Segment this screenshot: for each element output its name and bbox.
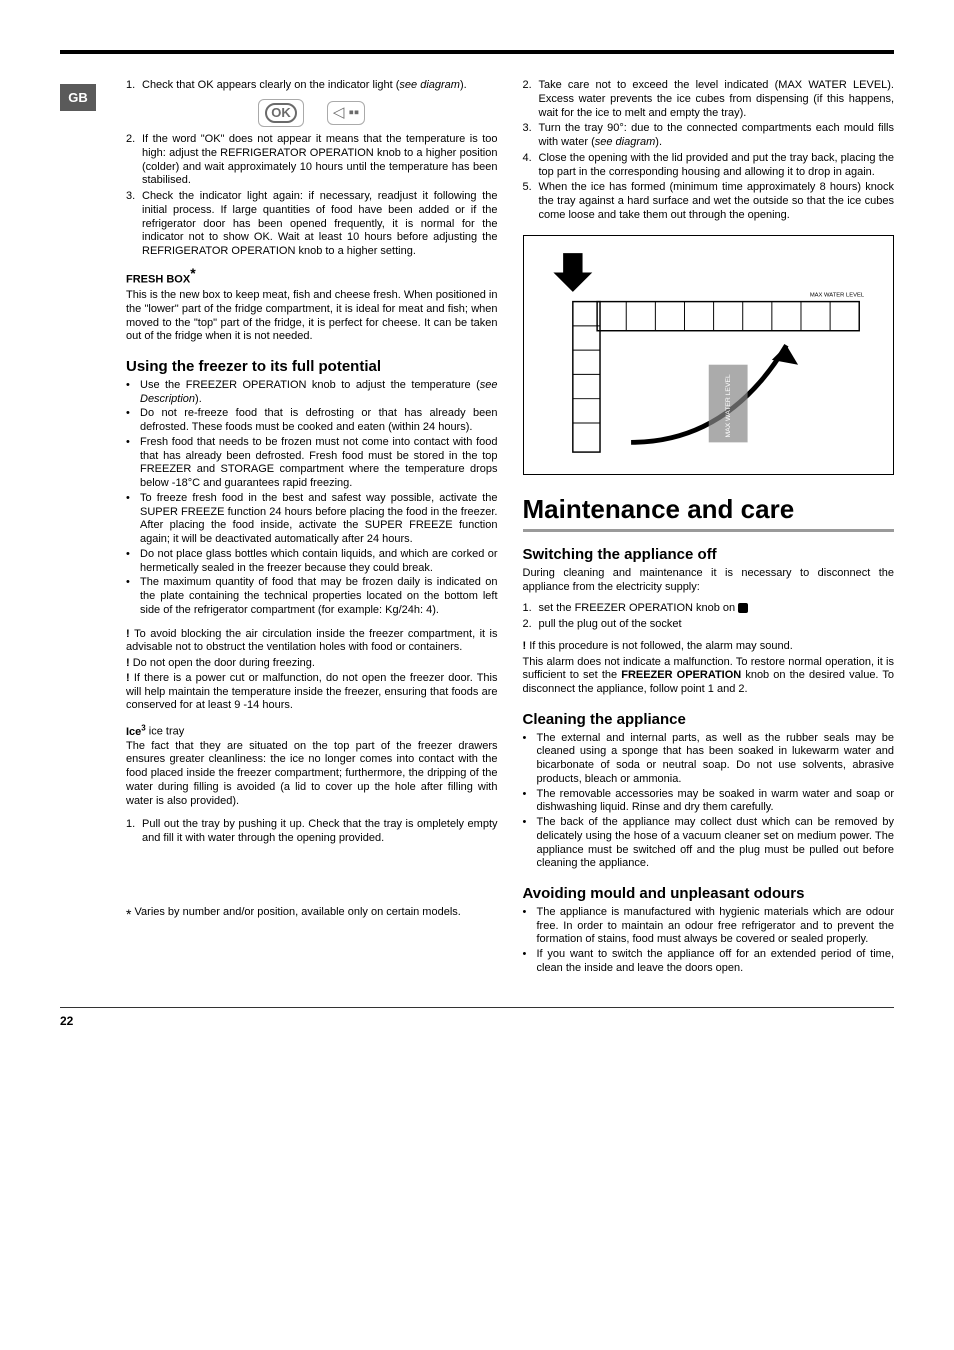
list-item: 1. Check that OK appears clearly on the … (126, 79, 498, 93)
item-number: 4. (523, 152, 539, 180)
page-number: 22 (60, 1007, 894, 1028)
item-number: 5. (523, 181, 539, 222)
right-column: 2. Take care not to exceed the level ind… (523, 79, 895, 977)
freshbox-heading: FRESH BOX* (126, 273, 498, 287)
item-text: Take care not to exceed the level indica… (539, 79, 895, 120)
ok-indicator-diagram: OK ◁ ▪▪ (126, 99, 498, 127)
item-text: Pull out the tray by pushing it up. Chec… (142, 818, 498, 846)
list-item: •If you want to switch the appliance off… (523, 948, 895, 976)
item-number: 2. (126, 133, 142, 188)
switch-off-heading: Switching the appliance off (523, 546, 895, 565)
item-text: Turn the tray 90°: due to the connected … (539, 122, 895, 150)
freezer-heading: Using the freezer to its full potential (126, 358, 498, 377)
list-item: 1. Pull out the tray by pushing it up. C… (126, 818, 498, 846)
list-item: •Do not re-freeze food that is defrostin… (126, 407, 498, 435)
list-item: •The maximum quantity of food that may b… (126, 576, 498, 617)
item-text: If the word "OK" does not appear it mean… (142, 133, 498, 188)
list-item: • Use the FREEZER OPERATION knob to adju… (126, 379, 498, 407)
item-number: 3. (523, 122, 539, 150)
item-number: 2. (523, 618, 539, 632)
list-item: 4. Close the opening with the lid provid… (523, 152, 895, 180)
svg-text:MAX WATER LEVEL: MAX WATER LEVEL (809, 292, 864, 298)
list-item: •Fresh food that needs to be frozen must… (126, 436, 498, 491)
switch-off-body: During cleaning and maintenance it is ne… (523, 567, 895, 595)
stop-icon (738, 603, 748, 613)
ice-tray-diagram: MAX WATER LEVEL MAX WATER LEVEL (523, 235, 895, 475)
item-number: 2. (523, 79, 539, 120)
maintenance-title: Maintenance and care (523, 493, 895, 526)
item-number: 3. (126, 190, 142, 259)
list-item: 2. Take care not to exceed the level ind… (523, 79, 895, 120)
item-number: 1. (126, 79, 142, 93)
clean-heading: Cleaning the appliance (523, 711, 895, 730)
ice-body: The fact that they are situated on the t… (126, 740, 498, 809)
warning-2: ! Do not open the door during freezing. (126, 657, 498, 671)
list-item: 3. Check the indicator light again: if n… (126, 190, 498, 259)
list-item: 1. set the FREEZER OPERATION knob on (523, 602, 895, 616)
mould-heading: Avoiding mould and unpleasant odours (523, 885, 895, 904)
list-item: •The removable accessories may be soaked… (523, 788, 895, 816)
warning-1: ! To avoid blocking the air circulation … (126, 628, 498, 656)
item-number: 1. (523, 602, 539, 616)
list-item: 2. If the word "OK" does not appear it m… (126, 133, 498, 188)
list-item: •Do not place glass bottles which contai… (126, 548, 498, 576)
freezer-bullets: • Use the FREEZER OPERATION knob to adju… (126, 379, 498, 618)
item-text: set the FREEZER OPERATION knob on (539, 602, 895, 616)
list-item: •The back of the appliance may collect d… (523, 816, 895, 871)
ice-heading: Ice3 ice tray (126, 723, 498, 739)
list-item: 2. pull the plug out of the socket (523, 618, 895, 632)
list-item: 3. Turn the tray 90°: due to the connect… (523, 122, 895, 150)
locale-tag: GB (60, 84, 96, 111)
switch-warning: ! If this procedure is not followed, the… (523, 640, 895, 654)
item-text: Close the opening with the lid provided … (539, 152, 895, 180)
list-item: •The external and internal parts, as wel… (523, 732, 895, 787)
warning-3: ! If there is a power cut or malfunction… (126, 672, 498, 713)
item-text: pull the plug out of the socket (539, 618, 895, 632)
freshbox-body: This is the new box to keep meat, fish a… (126, 289, 498, 344)
svg-text:MAX WATER LEVEL: MAX WATER LEVEL (725, 373, 732, 437)
item-text: When the ice has formed (minimum time ap… (539, 181, 895, 222)
list-item: 5. When the ice has formed (minimum time… (523, 181, 895, 222)
item-text: Check the indicator light again: if nece… (142, 190, 498, 259)
switch-body-2: This alarm does not indicate a malfuncti… (523, 656, 895, 697)
footnote: * Varies by number and/or position, avai… (126, 906, 498, 924)
list-item: •The appliance is manufactured with hygi… (523, 906, 895, 947)
list-item: •To freeze fresh food in the best and sa… (126, 492, 498, 547)
left-column: 1. Check that OK appears clearly on the … (126, 79, 498, 977)
item-text: Check that OK appears clearly on the ind… (142, 79, 498, 93)
item-number: 1. (126, 818, 142, 846)
